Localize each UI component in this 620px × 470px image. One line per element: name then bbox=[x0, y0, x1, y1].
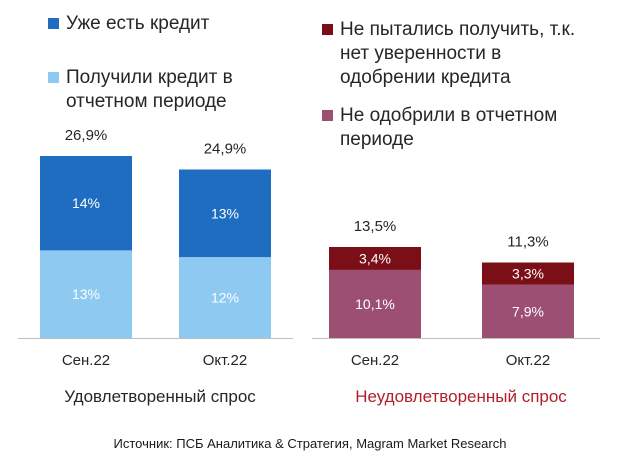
satisfied-chart-title: Удовлетворенный спрос bbox=[64, 387, 256, 406]
unsatisfied-category-label: Сен.22 bbox=[351, 352, 399, 369]
legend-item-existing-credit: Уже есть кредит bbox=[48, 12, 209, 36]
legend-label-received-credit: Получили кредит в отчетном периоде bbox=[66, 67, 233, 112]
unsatisfied-bar-segment bbox=[482, 284, 574, 338]
unsatisfied-total-label: 13,5% bbox=[354, 218, 397, 235]
legend-label-did-not-try: Не пытались получить, т.к. нет увереннос… bbox=[340, 19, 576, 88]
legend-item-received-credit: Получили кредит в отчетном периоде bbox=[48, 66, 233, 114]
legend-label-existing-credit: Уже есть кредит bbox=[66, 13, 210, 34]
unsatisfied-bar-segment bbox=[329, 247, 421, 270]
unsatisfied-segment-label: 3,4% bbox=[359, 250, 391, 266]
satisfied-bar-segment bbox=[179, 257, 271, 338]
source-note: Источник: ПСБ Аналитика & Стратегия, Mag… bbox=[113, 436, 507, 451]
satisfied-segment-label: 13% bbox=[211, 205, 239, 221]
legend-swatch-existing-credit bbox=[48, 18, 59, 29]
satisfied-category-label: Сен.22 bbox=[62, 352, 110, 369]
satisfied-bar-segment bbox=[40, 156, 132, 251]
satisfied-category-label: Окт.22 bbox=[203, 352, 247, 369]
legend-label-not-approved: Не одобрили в отчетном периоде bbox=[340, 105, 558, 150]
legend-swatch-did-not-try bbox=[322, 24, 333, 35]
unsatisfied-bar-segment bbox=[482, 262, 574, 285]
unsatisfied-segment-label: 7,9% bbox=[512, 303, 544, 319]
satisfied-segment-label: 13% bbox=[72, 286, 100, 302]
unsatisfied-chart-title: Неудовлетворенный спрос bbox=[355, 387, 567, 406]
satisfied-total-label: 26,9% bbox=[65, 127, 108, 144]
unsatisfied-total-label: 11,3% bbox=[507, 234, 548, 251]
satisfied-segment-label: 14% bbox=[72, 195, 100, 211]
unsatisfied-bar-segment bbox=[329, 269, 421, 338]
satisfied-segment-label: 12% bbox=[211, 290, 239, 306]
satisfied-total-label: 24,9% bbox=[204, 141, 247, 158]
legend-swatch-not-approved bbox=[322, 110, 333, 121]
legend-item-not-approved: Не одобрили в отчетном периоде bbox=[322, 104, 557, 152]
legend-swatch-received-credit bbox=[48, 72, 59, 83]
satisfied-bar-segment bbox=[40, 250, 132, 338]
unsatisfied-category-label: Окт.22 bbox=[506, 352, 550, 369]
satisfied-bar-segment bbox=[179, 169, 271, 258]
unsatisfied-segment-label: 3,3% bbox=[512, 266, 544, 282]
unsatisfied-segment-label: 10,1% bbox=[355, 296, 395, 312]
legend-item-did-not-try: Не пытались получить, т.к. нет увереннос… bbox=[322, 18, 575, 90]
